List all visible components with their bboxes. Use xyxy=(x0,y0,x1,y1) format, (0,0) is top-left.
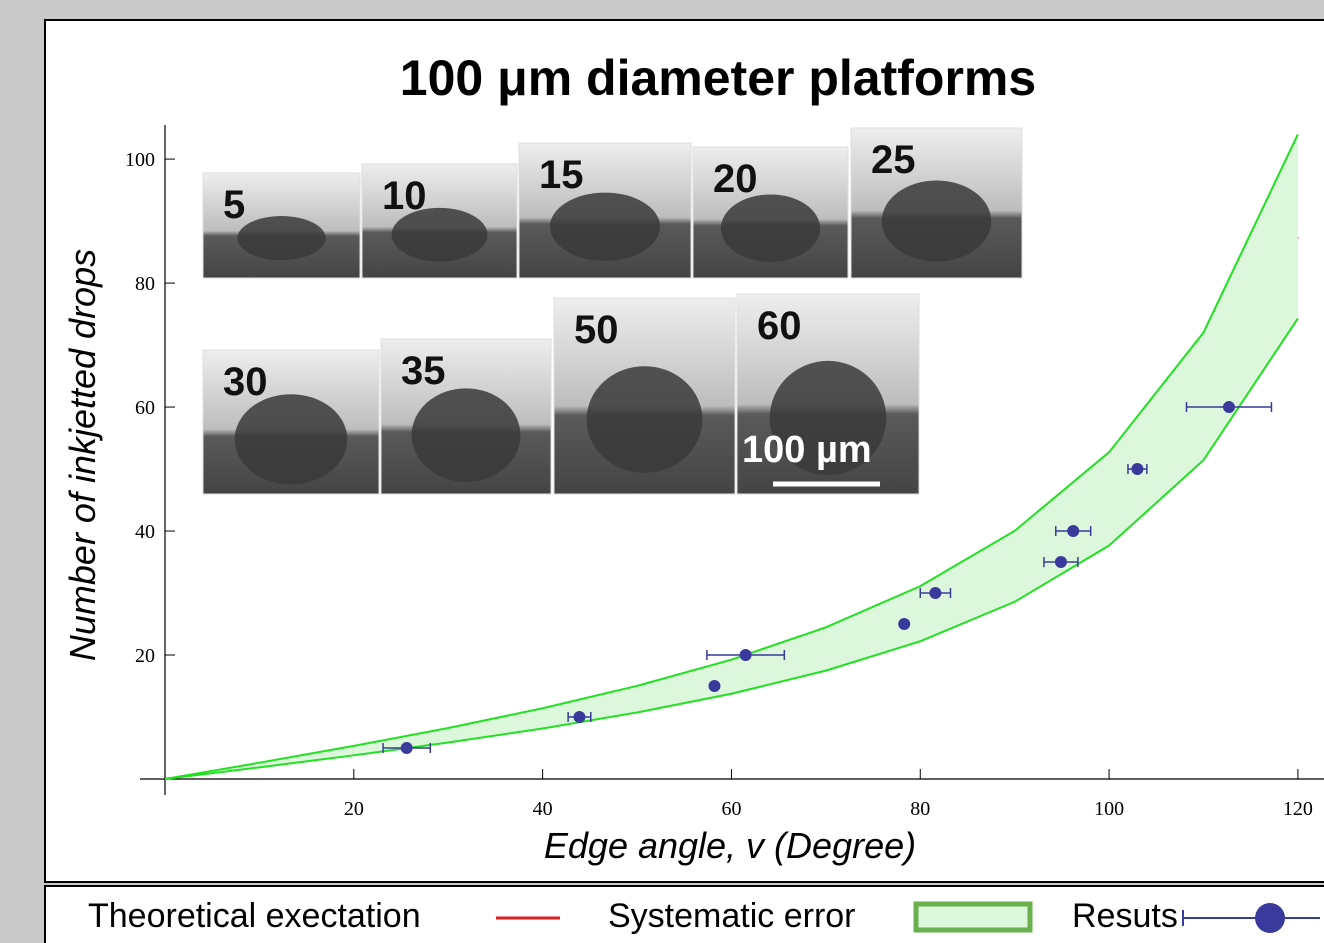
data-point xyxy=(708,680,720,692)
data-point xyxy=(1055,556,1067,568)
y-tick-label: 20 xyxy=(135,645,155,667)
data-point xyxy=(898,618,910,630)
inset-drop xyxy=(237,216,325,260)
data-point xyxy=(740,649,752,661)
inset-label: 5 xyxy=(223,183,245,227)
data-point xyxy=(1067,525,1079,537)
inset-drop xyxy=(235,394,348,484)
data-point xyxy=(929,587,941,599)
inset-drop xyxy=(412,388,521,482)
chart: 100 μm diameter platforms Edge angle, v … xyxy=(0,0,1324,943)
inset-drop xyxy=(550,193,660,261)
y-tick-label: 40 xyxy=(135,521,155,543)
data-point xyxy=(1131,463,1143,475)
y-axis-label: Number of inkjetted drops xyxy=(62,249,103,661)
legend-swatch xyxy=(916,904,1030,930)
inset-label: 60 xyxy=(757,304,802,348)
legend-label: Theoretical exectation xyxy=(88,897,421,935)
inset-label: 10 xyxy=(382,174,427,218)
y-tick-label: 80 xyxy=(135,273,155,295)
y-tick-label: 100 xyxy=(125,149,155,171)
data-point xyxy=(401,742,413,754)
x-tick-label: 80 xyxy=(910,798,930,820)
legend-label: Resuts xyxy=(1072,897,1178,935)
y-tick-label: 60 xyxy=(135,397,155,419)
x-tick-label: 120 xyxy=(1283,798,1313,820)
x-tick-label: 40 xyxy=(533,798,553,820)
x-axis-label: Edge angle, v (Degree) xyxy=(544,825,916,866)
x-tick-label: 100 xyxy=(1094,798,1124,820)
inset-label: 20 xyxy=(713,157,758,201)
inset-label: 35 xyxy=(401,349,446,393)
page: 100 μm diameter platforms Edge angle, v … xyxy=(0,0,1324,943)
inset-label: 15 xyxy=(539,153,584,197)
scale-bar-label: 100 µm xyxy=(742,429,872,471)
inset-drop xyxy=(882,181,991,262)
x-tick-label: 20 xyxy=(344,798,364,820)
inset-label: 50 xyxy=(574,308,619,352)
inset-label: 30 xyxy=(223,360,268,404)
x-tick-label: 60 xyxy=(721,798,741,820)
legend-label: Systematic error xyxy=(608,897,856,935)
legend-swatch xyxy=(1255,903,1285,933)
data-point xyxy=(573,711,585,723)
data-point xyxy=(1223,401,1235,413)
inset-label: 25 xyxy=(871,138,916,182)
inset-drop xyxy=(721,194,820,261)
legend: Theoretical exectation Systematic error … xyxy=(88,897,1320,935)
chart-title: 100 μm diameter platforms xyxy=(400,50,1036,106)
inset-drop xyxy=(587,366,703,473)
